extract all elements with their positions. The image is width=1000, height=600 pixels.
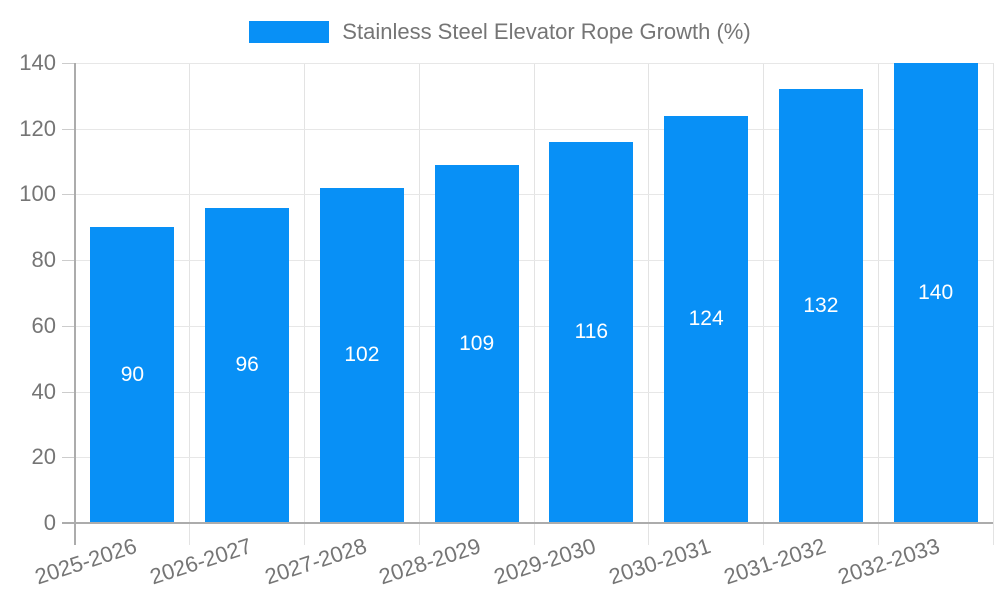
x-axis-tick-label: 2025-2026: [31, 533, 140, 590]
legend-swatch: [249, 21, 330, 44]
x-axis-tick-label: 2029-2030: [490, 533, 599, 590]
x-axis-tick-label: 2027-2028: [261, 533, 370, 590]
bar: 90: [90, 227, 175, 523]
y-axis-tick-mark: [62, 63, 74, 64]
y-axis-tick-label: 60: [31, 312, 56, 338]
vertical-gridline: [763, 63, 764, 545]
vertical-gridline: [648, 63, 650, 545]
bar-value-label: 90: [120, 363, 145, 387]
x-axis-line: [62, 522, 993, 524]
bar-value-label: 132: [803, 294, 839, 318]
vertical-gridline: [533, 63, 535, 545]
bar: 96: [205, 207, 290, 523]
horizontal-gridline: [75, 63, 993, 64]
y-axis-tick-mark: [62, 325, 74, 327]
x-axis-tick-label: 2032-2033: [835, 533, 944, 590]
bar: 124: [664, 115, 749, 523]
x-axis-tick-label: 2026-2027: [146, 533, 255, 590]
y-axis-tick-mark: [62, 260, 74, 262]
y-axis-tick-label: 20: [31, 444, 56, 470]
y-axis-tick-label: 40: [31, 378, 56, 404]
y-axis-tick-mark: [62, 457, 74, 459]
x-axis-tick-label: 2028-2029: [376, 533, 485, 590]
horizontal-gridline: [75, 194, 993, 196]
y-axis-tick-mark: [62, 194, 74, 196]
plot-area: 90 96 102 109 116 124 132 140: [62, 63, 994, 545]
y-axis-tick-label: 120: [19, 115, 56, 141]
vertical-gridline: [189, 63, 191, 545]
bar: 132: [778, 89, 863, 523]
y-axis-tick-label: 140: [19, 50, 56, 75]
bar-value-label: 109: [459, 331, 495, 355]
bar-value-label: 96: [235, 353, 259, 377]
horizontal-gridline: [75, 325, 993, 327]
y-axis-tick-label: 0: [43, 510, 56, 535]
bar: 116: [549, 141, 634, 523]
bar: 102: [319, 187, 404, 523]
bar: 140: [893, 63, 978, 523]
horizontal-gridline: [75, 260, 993, 262]
vertical-gridline: [877, 63, 879, 545]
x-axis-tick-label: 2030-2031: [605, 533, 714, 590]
bar-value-label: 140: [918, 281, 954, 304]
bar-value-label: 116: [574, 320, 609, 344]
bar-value-label: 124: [688, 307, 724, 331]
y-axis-line: [74, 63, 76, 545]
chart-legend: Stainless Steel Elevator Rope Growth (%): [0, 19, 1000, 44]
y-axis-tick-label: 80: [31, 247, 56, 273]
vertical-gridline: [418, 63, 420, 545]
y-axis-tick-mark: [62, 128, 74, 130]
y-axis-tick-label: 100: [19, 181, 56, 207]
vertical-gridline: [304, 63, 305, 545]
legend-label: Stainless Steel Elevator Rope Growth (%): [342, 19, 751, 44]
horizontal-gridline: [75, 128, 993, 130]
bar: 109: [434, 164, 519, 523]
horizontal-gridline: [75, 391, 993, 393]
vertical-gridline: [992, 63, 994, 545]
horizontal-gridline: [75, 457, 993, 459]
y-axis-tick-mark: [62, 391, 74, 393]
bar-value-label: 102: [344, 343, 380, 367]
x-axis-tick-label: 2031-2032: [720, 533, 829, 590]
